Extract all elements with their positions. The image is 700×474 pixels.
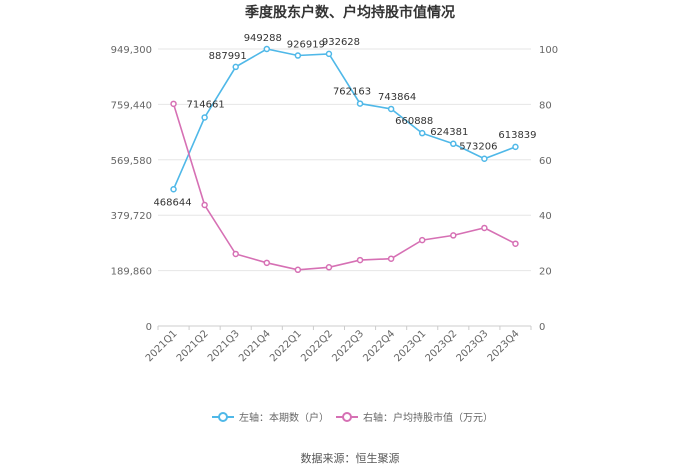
left-tick-label: 0 — [146, 322, 152, 333]
series-0-point — [263, 45, 271, 53]
x-tick-label: 2022Q1 — [268, 328, 304, 364]
right-tick-label: 40 — [539, 211, 552, 222]
series-0-point — [512, 143, 519, 151]
right-tick-label: 100 — [539, 45, 558, 56]
series-points — [170, 45, 519, 274]
left-axis-ticks: 949,300 759,440 569,580 379,720 189,860 0 — [111, 45, 152, 333]
series-line-0 — [172, 48, 516, 190]
data-label: 573206 — [459, 142, 497, 153]
x-tick-label: 2022Q3 — [330, 328, 366, 364]
left-tick-label: 569,580 — [111, 156, 152, 167]
data-label: 926919 — [287, 40, 325, 51]
x-tick-label: 2022Q4 — [361, 328, 397, 364]
right-tick-label: 60 — [539, 156, 552, 167]
x-tick-label: 2023Q3 — [455, 328, 491, 364]
series-1-point — [170, 100, 177, 108]
series-1-point — [263, 259, 271, 267]
right-axis-ticks: 100 80 60 40 20 0 — [539, 45, 558, 333]
x-tick-label: 2021Q1 — [144, 328, 180, 364]
source-note: 数据来源：恒生聚源 — [301, 451, 400, 465]
series-1-point — [418, 236, 426, 244]
series-1-point — [450, 232, 457, 239]
legend: 左轴：本期数（户） 右轴：户均持股市值（万元） — [212, 411, 493, 424]
series-0-point — [201, 114, 208, 121]
series-line-1 — [172, 103, 516, 271]
left-tick-label: 189,860 — [111, 267, 152, 278]
left-tick-label: 379,720 — [111, 211, 152, 222]
x-tick-label: 2022Q2 — [299, 328, 335, 364]
legend-label-households: 左轴：本期数（户） — [239, 411, 329, 424]
x-axis-ticks: 2021Q12021Q22021Q32021Q42022Q12022Q22022… — [144, 326, 532, 364]
series-0-point — [450, 140, 457, 148]
series-0-point — [387, 105, 395, 113]
data-label: 762163 — [333, 87, 371, 98]
x-tick-label: 2021Q3 — [206, 328, 242, 364]
series-1-point — [512, 240, 519, 247]
series-0-point — [418, 129, 426, 137]
series-0-point — [170, 186, 177, 193]
series-0-point — [325, 50, 333, 58]
series-1-point — [232, 250, 239, 258]
series-1-point — [201, 201, 208, 209]
x-tick-label: 2023Q4 — [486, 328, 522, 364]
series-0-point — [481, 155, 488, 162]
series-1-point — [387, 255, 395, 262]
data-label: 932628 — [322, 37, 360, 48]
data-label: 743864 — [378, 92, 416, 103]
data-label: 660888 — [395, 116, 433, 127]
x-tick-label: 2023Q1 — [392, 328, 428, 364]
legend-item-avg-value[interactable]: 右轴：户均持股市值（万元） — [336, 411, 493, 424]
legend-label-avg-value: 右轴：户均持股市值（万元） — [363, 411, 493, 424]
data-label: 887991 — [209, 51, 247, 62]
series-0-point — [356, 100, 364, 107]
series-1-point — [325, 264, 333, 271]
data-label: 714661 — [187, 99, 225, 110]
chart-title: 季度股东户数、户均持股市值情况 — [244, 4, 455, 21]
data-label: 624381 — [430, 127, 468, 138]
series-lines — [172, 48, 516, 271]
left-tick-label: 759,440 — [111, 100, 152, 111]
x-tick-label: 2021Q4 — [237, 328, 273, 364]
x-tick-label: 2021Q2 — [175, 328, 211, 364]
right-tick-label: 0 — [539, 322, 545, 333]
series-1-point — [294, 266, 302, 274]
series-1-point — [356, 256, 364, 264]
right-tick-label: 80 — [539, 100, 552, 111]
data-label: 949288 — [244, 33, 282, 44]
data-label: 613839 — [498, 130, 536, 141]
series-1-point — [481, 224, 488, 232]
left-tick-label: 949,300 — [111, 45, 152, 56]
right-tick-label: 20 — [539, 267, 552, 278]
series-0-point — [294, 52, 302, 59]
x-tick-label: 2023Q2 — [424, 328, 460, 364]
data-label: 468644 — [153, 197, 191, 208]
legend-item-households[interactable]: 左轴：本期数（户） — [212, 411, 329, 424]
series-0-point — [232, 63, 239, 71]
